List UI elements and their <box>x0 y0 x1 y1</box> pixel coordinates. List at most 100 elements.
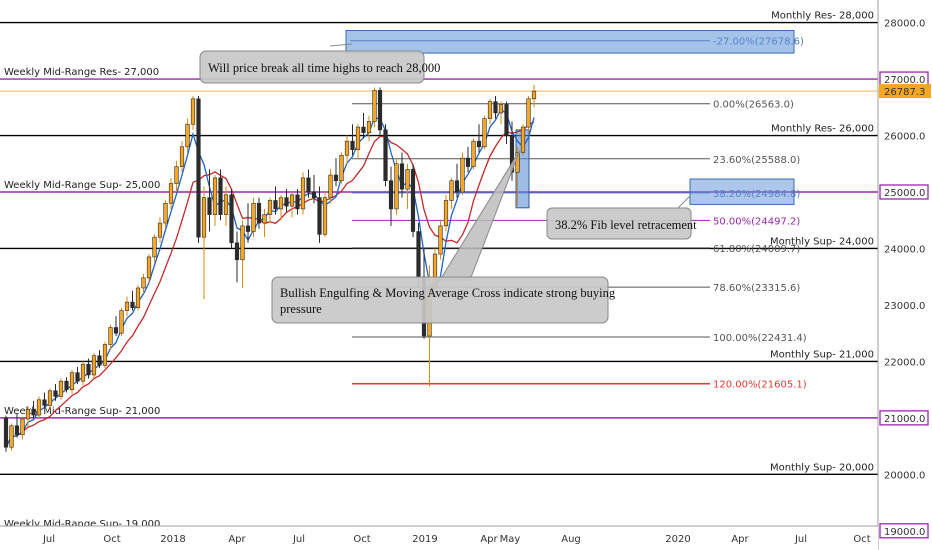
price-tick-label: 22000.0 <box>884 357 925 368</box>
price-tick-box <box>879 523 929 539</box>
candle-body <box>416 231 421 277</box>
candle-body <box>91 355 97 376</box>
candle-body <box>344 140 350 156</box>
candle-body <box>53 390 58 397</box>
time-tick-label: Aug <box>561 534 581 545</box>
time-tick-label: Jul <box>794 534 807 545</box>
callout-pointer <box>329 43 353 47</box>
callout-box <box>199 50 425 84</box>
candle-body <box>3 417 9 448</box>
candle-body <box>124 301 130 311</box>
candle-body <box>9 425 14 448</box>
time-axis[interactable]: Jul Oct 2018 Apr Jul Oct 2019 Apr May Aug 2020 Apr J… <box>0 525 878 550</box>
price-tick-label: 28000.0 <box>884 19 925 30</box>
price-tick-label: 25000.0 <box>884 188 925 199</box>
candle-body <box>185 123 190 148</box>
candle-body <box>350 140 355 150</box>
candle-body <box>80 363 86 382</box>
candle-body <box>399 163 405 190</box>
candle-body <box>454 180 460 193</box>
candle-body <box>328 174 333 198</box>
candle-body <box>284 197 289 207</box>
candle-body <box>190 98 196 125</box>
time-tick-label: Jul <box>42 534 55 545</box>
candle-body <box>273 200 278 210</box>
candle-body <box>372 90 377 122</box>
level-label: Monthly Sup- 20,000 <box>770 462 874 473</box>
candle-body <box>141 277 146 289</box>
time-tick-label: 2019 <box>412 534 437 545</box>
candle-body <box>383 129 388 181</box>
callout-box <box>546 207 692 240</box>
level-label: Monthly Sup- 24,000 <box>770 236 874 247</box>
candle-body <box>322 197 328 235</box>
time-tick-label: Oct <box>853 534 870 545</box>
price-tick-label: 27000.0 <box>884 75 925 86</box>
candle-body <box>234 242 240 261</box>
level-label: Weekly Mid-Range Sup- 25,000 <box>4 180 160 191</box>
candle-body <box>240 225 245 261</box>
candle-body <box>443 200 449 227</box>
target-zone <box>345 29 795 54</box>
candle-body <box>471 140 476 167</box>
candle-body <box>449 180 454 201</box>
candle-body <box>212 177 218 215</box>
candle-body <box>256 202 262 224</box>
candle-body <box>69 372 75 390</box>
candle-body <box>262 214 267 224</box>
level-label: Weekly Mid-Range Sup- 19,000 <box>4 519 160 530</box>
candle-body <box>119 310 124 334</box>
level-label: Weekly Mid-Range Res- 27,000 <box>4 67 159 78</box>
candle-body <box>333 174 339 181</box>
fib-zone <box>689 178 795 205</box>
candle-body <box>58 380 64 397</box>
candle-body <box>460 157 465 193</box>
time-axis-background <box>0 526 878 550</box>
candle-body <box>394 163 399 210</box>
candle-body <box>306 177 311 193</box>
price-tick-box <box>879 184 929 200</box>
level-label: Monthly Sup- 21,000 <box>770 349 874 360</box>
current-price-label: 26787.3 <box>884 87 925 98</box>
candle-body <box>97 355 102 366</box>
time-tick-label: Apr <box>480 534 498 545</box>
price-tick-label: 26000.0 <box>884 132 925 143</box>
candle-body <box>504 104 509 136</box>
candle-body <box>251 202 256 232</box>
time-tick-label: Jul <box>292 534 305 545</box>
candle-body <box>229 194 234 244</box>
fib-label: 0.00%(26563.0) <box>713 100 794 111</box>
candle-body <box>317 197 322 235</box>
candle-body <box>531 90 537 100</box>
fib-label: 61.80%(24009.7) <box>713 244 800 255</box>
candle-body <box>86 363 91 376</box>
candle-body <box>278 197 284 210</box>
candle-body <box>267 200 273 215</box>
candle-body <box>20 418 25 436</box>
candle-body <box>245 225 251 232</box>
candle-body <box>482 118 487 148</box>
candle-body <box>487 101 493 119</box>
price-axis[interactable]: 28000.0 27000.0 26000.0 25000.0 24000.0 23000… <box>877 0 932 550</box>
time-tick-label: Oct <box>353 534 370 545</box>
fib-label: 23.60%(25588.0) <box>713 155 800 166</box>
candle-body <box>311 191 317 198</box>
candle-body <box>498 104 504 114</box>
candle-body <box>218 177 223 215</box>
candle-body <box>196 98 201 238</box>
fib-label: 120.00%(21605.1) <box>713 380 807 391</box>
time-tick-label: May <box>500 534 521 545</box>
price-tick-label: 21000.0 <box>884 414 925 425</box>
fib-label: 100.00%(22431.4) <box>713 333 807 344</box>
level-label: Weekly Mid-Range Sup- 21,000 <box>4 406 160 417</box>
candle-body <box>405 169 410 190</box>
candle-body <box>174 166 179 184</box>
candle-body <box>223 194 229 215</box>
candle-body <box>135 287 141 309</box>
callout-text: 38.2% Fib level retracement <box>555 218 697 232</box>
level-label: Monthly Res- 28,000 <box>771 11 874 22</box>
candle-body <box>493 101 498 114</box>
candle-body <box>377 90 383 131</box>
candle-body <box>113 327 119 334</box>
